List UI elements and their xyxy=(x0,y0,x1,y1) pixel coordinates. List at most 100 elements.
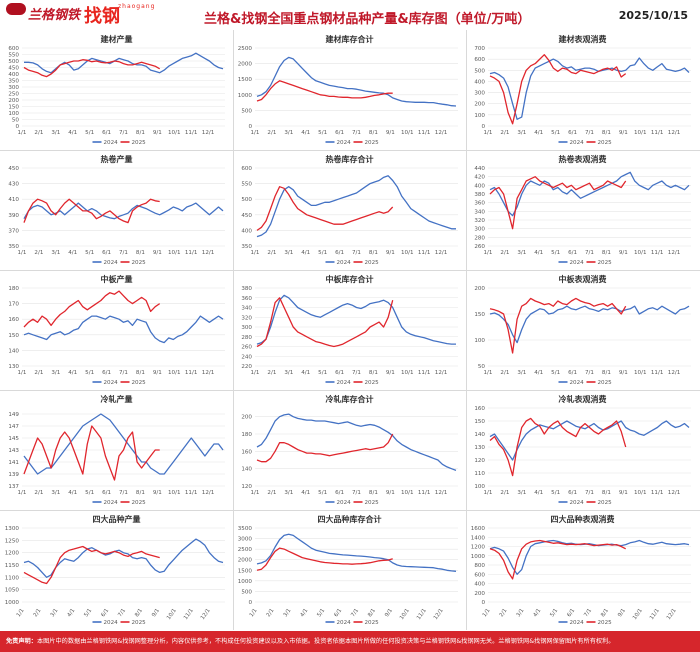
x-tick-label: 2/1 xyxy=(267,250,276,256)
chart-svg: 冷轧表观消费 100 110 120 130 140 150 160 1/1 2/1 3/1 4/1 5… xyxy=(474,394,691,506)
y-tick-label: 360 xyxy=(241,296,252,302)
legend-label-2024: 2024 xyxy=(104,380,119,386)
y-tick-label: 3000 xyxy=(238,537,253,543)
y-tick-label: 280 xyxy=(474,235,485,241)
y-tick-label: 100 xyxy=(474,113,485,119)
series-line-2025 xyxy=(489,417,627,477)
series-line-2024 xyxy=(489,539,690,575)
x-tick-label: 7/1 xyxy=(585,130,594,136)
y-tick-label: 600 xyxy=(474,57,485,63)
x-tick-label: 1/1 xyxy=(482,608,492,619)
chart-svg: 冷轧库存合计 120 140 160 180 200 1/1 2/1 3/1 4/1 5/1 6/1 7… xyxy=(241,394,458,506)
x-tick-label: 5/1 xyxy=(318,130,327,136)
x-tick-label: 2/1 xyxy=(267,130,276,136)
series-line-2024 xyxy=(489,305,690,344)
x-tick-label: 1/1 xyxy=(250,490,259,496)
x-tick-label: 8/1 xyxy=(367,608,377,619)
x-tick-label: 5/1 xyxy=(318,370,327,376)
x-tick-label: 8/1 xyxy=(136,370,145,376)
series-line-2025 xyxy=(256,547,393,571)
x-tick-label: 10/1 xyxy=(634,370,647,376)
x-tick-label: 9/1 xyxy=(386,370,395,376)
x-tick-label: 6/1 xyxy=(100,608,110,619)
x-tick-label: 9/1 xyxy=(619,250,628,256)
chart-svg: 中板表观消费 50 100 150 200 1/1 2/1 3/1 4/1 5/1 6/1 7/1 8/… xyxy=(474,274,691,386)
y-tick-label: 430 xyxy=(8,182,19,188)
y-tick-label: 450 xyxy=(241,213,252,219)
legend-label-2025: 2025 xyxy=(365,500,380,506)
chart-svg: 建材库存合计 0 500 1000 1500 2000 2500 1/1 2/1 3/1 4/1 5/… xyxy=(238,34,458,146)
brand-logo-zhaogang-sub: zhaogang xyxy=(118,3,156,10)
x-tick-label: 5/1 xyxy=(551,250,560,256)
chart-2: 建材库存合计 0 500 1000 1500 2000 2500 1/1 2/1 3/1 4/1 5/… xyxy=(233,30,466,150)
y-tick-label: 350 xyxy=(8,79,19,85)
legend-label-2024: 2024 xyxy=(337,260,352,266)
y-tick-label: 150 xyxy=(474,312,485,318)
chart-svg: 热卷表观消费 260 280 300 320 340 360 380 400 420 440 1/1 2… xyxy=(474,154,691,266)
y-tick-label: 100 xyxy=(474,338,485,344)
y-tick-label: 130 xyxy=(474,445,485,451)
y-tick-label: 360 xyxy=(474,201,485,207)
series-line-2024 xyxy=(256,294,456,345)
x-tick-label: 1/1 xyxy=(17,130,26,136)
x-tick-label: 11/1 xyxy=(183,608,195,621)
x-tick-label: 8/1 xyxy=(369,370,378,376)
x-tick-label: 2/1 xyxy=(499,608,509,619)
x-tick-label: 2/1 xyxy=(34,130,43,136)
y-tick-label: 141 xyxy=(8,460,19,466)
y-tick-label: 130 xyxy=(8,364,19,370)
y-tick-label: 100 xyxy=(8,111,19,117)
x-tick-label: 8/1 xyxy=(602,130,611,136)
chart-svg: 中板产量 130 140 150 160 170 180 1/1 2/1 3/1 4/1 5/1 6/1… xyxy=(8,274,225,386)
x-tick-label: 12/1 xyxy=(435,370,448,376)
legend-label-2025: 2025 xyxy=(132,500,147,506)
series-line-2024 xyxy=(23,413,224,475)
x-tick-label: 12/1 xyxy=(202,490,215,496)
y-tick-label: 143 xyxy=(8,448,19,454)
y-tick-label: 240 xyxy=(241,354,252,360)
y-tick-label: 149 xyxy=(8,412,19,418)
x-tick-label: 5/1 xyxy=(549,608,559,619)
x-tick-label: 11/1 xyxy=(649,608,661,621)
chart-svg: 建材表观消费 0 100 200 300 400 500 600 700 1/1 2/1 3/1 4/1… xyxy=(474,34,691,146)
x-tick-label: 7/1 xyxy=(352,250,361,256)
series-line-2025 xyxy=(256,186,394,231)
legend-label-2024: 2024 xyxy=(570,260,585,266)
x-tick-label: 2/1 xyxy=(33,608,43,619)
x-tick-label: 5/1 xyxy=(85,130,94,136)
x-tick-label: 9/1 xyxy=(153,490,162,496)
x-tick-label: 9/1 xyxy=(619,490,628,496)
x-tick-label: 9/1 xyxy=(153,250,162,256)
x-tick-label: 11/1 xyxy=(418,130,431,136)
y-tick-label: 440 xyxy=(474,166,485,172)
x-tick-label: 6/1 xyxy=(335,370,344,376)
y-tick-label: 550 xyxy=(241,182,252,188)
legend-label-2024: 2024 xyxy=(337,140,352,146)
x-tick-label: 11/1 xyxy=(185,130,198,136)
x-tick-label: 9/1 xyxy=(619,130,628,136)
legend-label-2024: 2024 xyxy=(104,260,119,266)
chart-title: 四大品种产量 xyxy=(93,514,141,524)
y-tick-label: 400 xyxy=(474,582,485,588)
chart-title: 冷轧库存合计 xyxy=(326,394,374,404)
series-line-2025 xyxy=(256,297,394,348)
legend-label-2025: 2025 xyxy=(598,620,613,626)
y-tick-label: 120 xyxy=(241,484,252,490)
y-tick-label: 350 xyxy=(8,244,19,250)
disclaimer-text: 本图片中的数据由兰格钢铁网&找钢网整理分析，内容仅供参考，不构成任何投资建议以及… xyxy=(36,638,615,645)
brand-logo-icon xyxy=(6,3,26,15)
y-tick-label: 1400 xyxy=(471,535,486,541)
x-tick-label: 5/1 xyxy=(85,490,94,496)
y-tick-label: 260 xyxy=(241,345,252,351)
x-tick-label: 1/1 xyxy=(250,250,259,256)
legend-label-2024: 2024 xyxy=(337,380,352,386)
series-line-2024 xyxy=(489,171,690,217)
x-tick-label: 5/1 xyxy=(318,490,327,496)
x-tick-label: 8/1 xyxy=(136,490,145,496)
y-tick-label: 410 xyxy=(8,197,19,203)
x-tick-label: 4/1 xyxy=(68,370,77,376)
y-tick-label: 140 xyxy=(474,432,485,438)
x-tick-label: 2/1 xyxy=(266,608,276,619)
y-tick-label: 1100 xyxy=(5,575,20,581)
x-tick-label: 7/1 xyxy=(119,490,128,496)
